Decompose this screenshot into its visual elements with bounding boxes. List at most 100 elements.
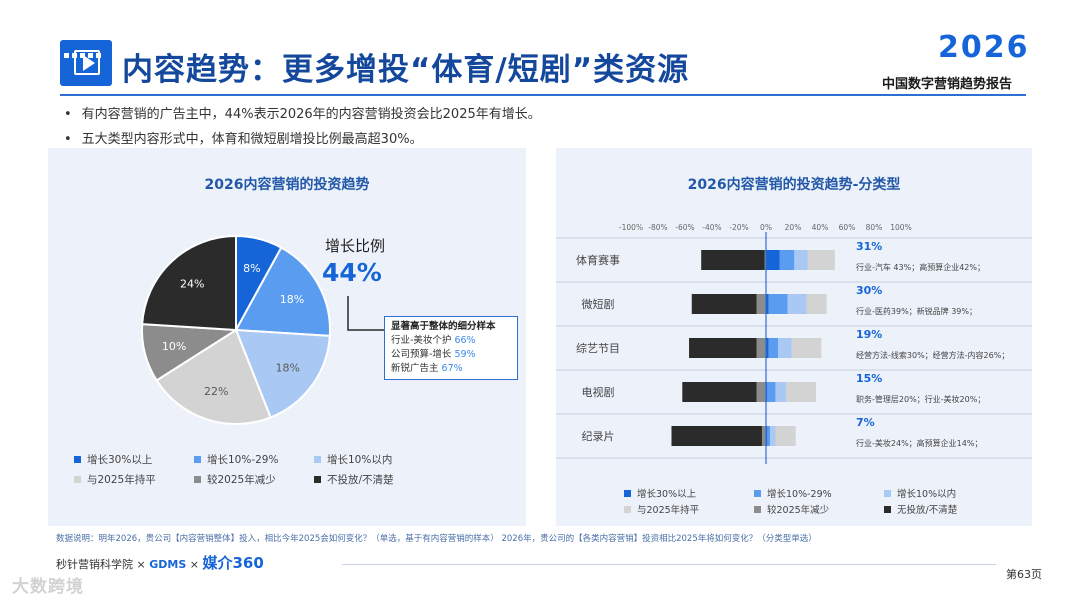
pie-slice [141,234,237,332]
category-label: 电视剧 [582,385,615,399]
footer-divider [342,564,996,565]
bar-segment [756,382,766,402]
bar-segment [766,338,769,358]
legend-swatch [754,490,761,497]
watermark: 大数跨境 [12,577,84,597]
growth-label: 30% [856,284,882,297]
segment-note: 行业-汽车 43%；高预算企业42%； [856,262,985,272]
callout-row: 公司预算-增长 59% [391,349,476,360]
pie-slice-label: 18% [275,362,299,375]
partner-logos: 秒针营销科学院 × GDMS × 媒介360 [56,554,264,572]
bar-segment [761,426,766,446]
legend-item: 不投放/不清楚 [314,472,394,487]
legend-swatch [624,506,631,513]
bar-segment [682,382,757,402]
logo-gdms: GDMS [149,558,187,571]
bar-segment [770,426,776,446]
pie-slice-label: 24% [180,277,204,290]
x-tick-label: 0% [760,223,772,232]
legend-item: 较2025年减少 [194,472,276,487]
bar-segment [807,250,835,270]
page-number: 第63页 [1006,568,1042,581]
bar-segment [701,250,765,270]
legend-label: 增长10%以内 [897,489,957,500]
callout-title: 显著高于整体的细分样本 [391,321,496,332]
bar-segment [794,250,808,270]
legend-item: 与2025年持平 [74,472,156,487]
bar-segment [756,294,766,314]
legend-label: 不投放/不清楚 [327,474,394,486]
legend-label: 增长30%以上 [637,489,697,500]
x-tick-label: -40% [702,223,721,232]
category-label: 纪录片 [582,430,615,443]
legend-swatch [194,476,201,483]
legend-swatch [884,490,891,497]
bar-segment [766,426,768,446]
legend-item: 增长30%以上 [624,486,696,500]
bullet-item: 有内容营销的广告主中，44%表示2026年的内容营销投资会比2025年有增长。 [64,102,541,127]
category-label: 综艺节目 [576,341,620,355]
x-tick-label: -60% [675,223,694,232]
growth-label: 31% [856,240,882,253]
x-tick-label: -80% [648,223,667,232]
pie-legend: 增长30%以上 增长10%-29% 增长10%以内 与2025年持平 较2025年减少 不… [74,452,514,492]
bar-segment [766,250,780,270]
legend-item: 增长10%以内 [884,486,956,500]
legend-label: 增长10%以内 [327,454,393,466]
bar-segment [787,294,807,314]
legend-item: 增长10%以内 [314,452,392,467]
bar-segment [671,426,762,446]
bar-segment [756,338,766,358]
bar-segment [764,250,766,270]
bar-segment [768,338,779,358]
pie-slice-label: 10% [162,340,186,353]
legend-item: 增长10%-29% [754,486,832,500]
legend-swatch [754,506,761,513]
bar-segment [791,338,822,358]
bar-segment [766,294,769,314]
legend-swatch [314,476,321,483]
bar-segment [775,382,787,402]
legend-label: 增长10%-29% [207,454,279,466]
legend-label: 较2025年减少 [767,505,830,516]
growth-label: 19% [856,328,882,341]
pie-slice-label: 8% [243,262,260,275]
data-source-note: 数据说明：明年2026，贵公司【内容营销整体】投入，相比今年2025会如何变化？… [56,534,817,544]
bar-chart-title: 2026内容营销的投资趋势-分类型 [687,177,901,193]
bullet-list: 有内容营销的广告主中，44%表示2026年的内容营销投资会比2025年有增长。 … [64,102,541,152]
segment-note: 经营方法-线索30%；经营方法-内容26%； [856,350,1009,360]
x-tick-label: 60% [839,223,856,232]
bar-segment [779,250,795,270]
legend-label: 无投放/不清楚 [897,505,958,516]
legend-item: 较2025年减少 [754,502,829,516]
bullet-item: 五大类型内容形式中，体育和微短剧增投比例最高超30%。 [64,127,541,152]
segment-note: 职务-管理层20%；行业-美妆20%； [856,394,985,404]
callout-row: 行业-美妆个护 66% [391,335,476,346]
x-tick-label: -100% [619,223,643,232]
bar-segment [775,426,796,446]
x-tick-label: 40% [812,223,829,232]
x-tick-label: 80% [866,223,883,232]
legend-label: 与2025年持平 [87,474,156,486]
x-tick-label: 100% [890,223,911,232]
growth-ratio-value: 44% [322,258,382,287]
segment-callout-box: 显著高于整体的细分样本 行业-美妆个护 66% 公司预算-增长 59% 新锐广告… [384,316,518,380]
legend-item: 无投放/不清楚 [884,502,957,516]
video-icon [60,40,112,93]
pie-chart-title: 2026内容营销的投资趋势 [204,177,370,193]
legend-label: 较2025年减少 [207,474,276,486]
pie-slice-label: 22% [204,385,228,398]
pie-slice-label: 18% [280,293,304,306]
brand-year: 2026 [938,30,1030,65]
category-label: 体育赛事 [576,253,620,267]
bar-legend: 增长30%以上 增长10%-29% 增长10%以内 与2025年持平 较2025年减少 无… [624,486,1024,522]
legend-swatch [884,506,891,513]
callout-row: 新锐广告主 67% [391,363,463,374]
bar-segment [778,338,792,358]
bar-segment [768,294,788,314]
bar-chart: -100% -80% -60% -40% -20% 0% 20% 40% 60% 80% 100% 体… [556,223,1032,464]
category-label: 微短剧 [582,297,615,311]
legend-swatch [74,476,81,483]
legend-swatch [194,456,201,463]
bar-segment [767,426,771,446]
